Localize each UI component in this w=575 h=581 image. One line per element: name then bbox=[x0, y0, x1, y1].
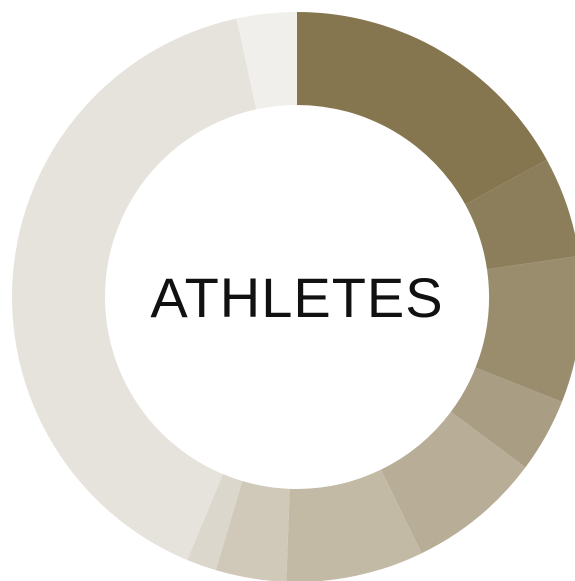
donut-slice-3 bbox=[475, 256, 575, 402]
center-label: ATHLETES bbox=[150, 266, 443, 329]
donut-slice-6 bbox=[286, 469, 422, 581]
donut-slice-7 bbox=[215, 481, 290, 581]
donut-slice-4 bbox=[450, 367, 562, 468]
donut-slice-5 bbox=[380, 411, 526, 554]
donut-slice-8 bbox=[187, 474, 243, 571]
donut-slice-1 bbox=[297, 12, 547, 205]
donut-slices bbox=[11, 12, 575, 581]
donut-slice-10 bbox=[236, 12, 297, 110]
donut-slice-9 bbox=[11, 18, 257, 560]
donut-slice-2 bbox=[465, 159, 575, 270]
